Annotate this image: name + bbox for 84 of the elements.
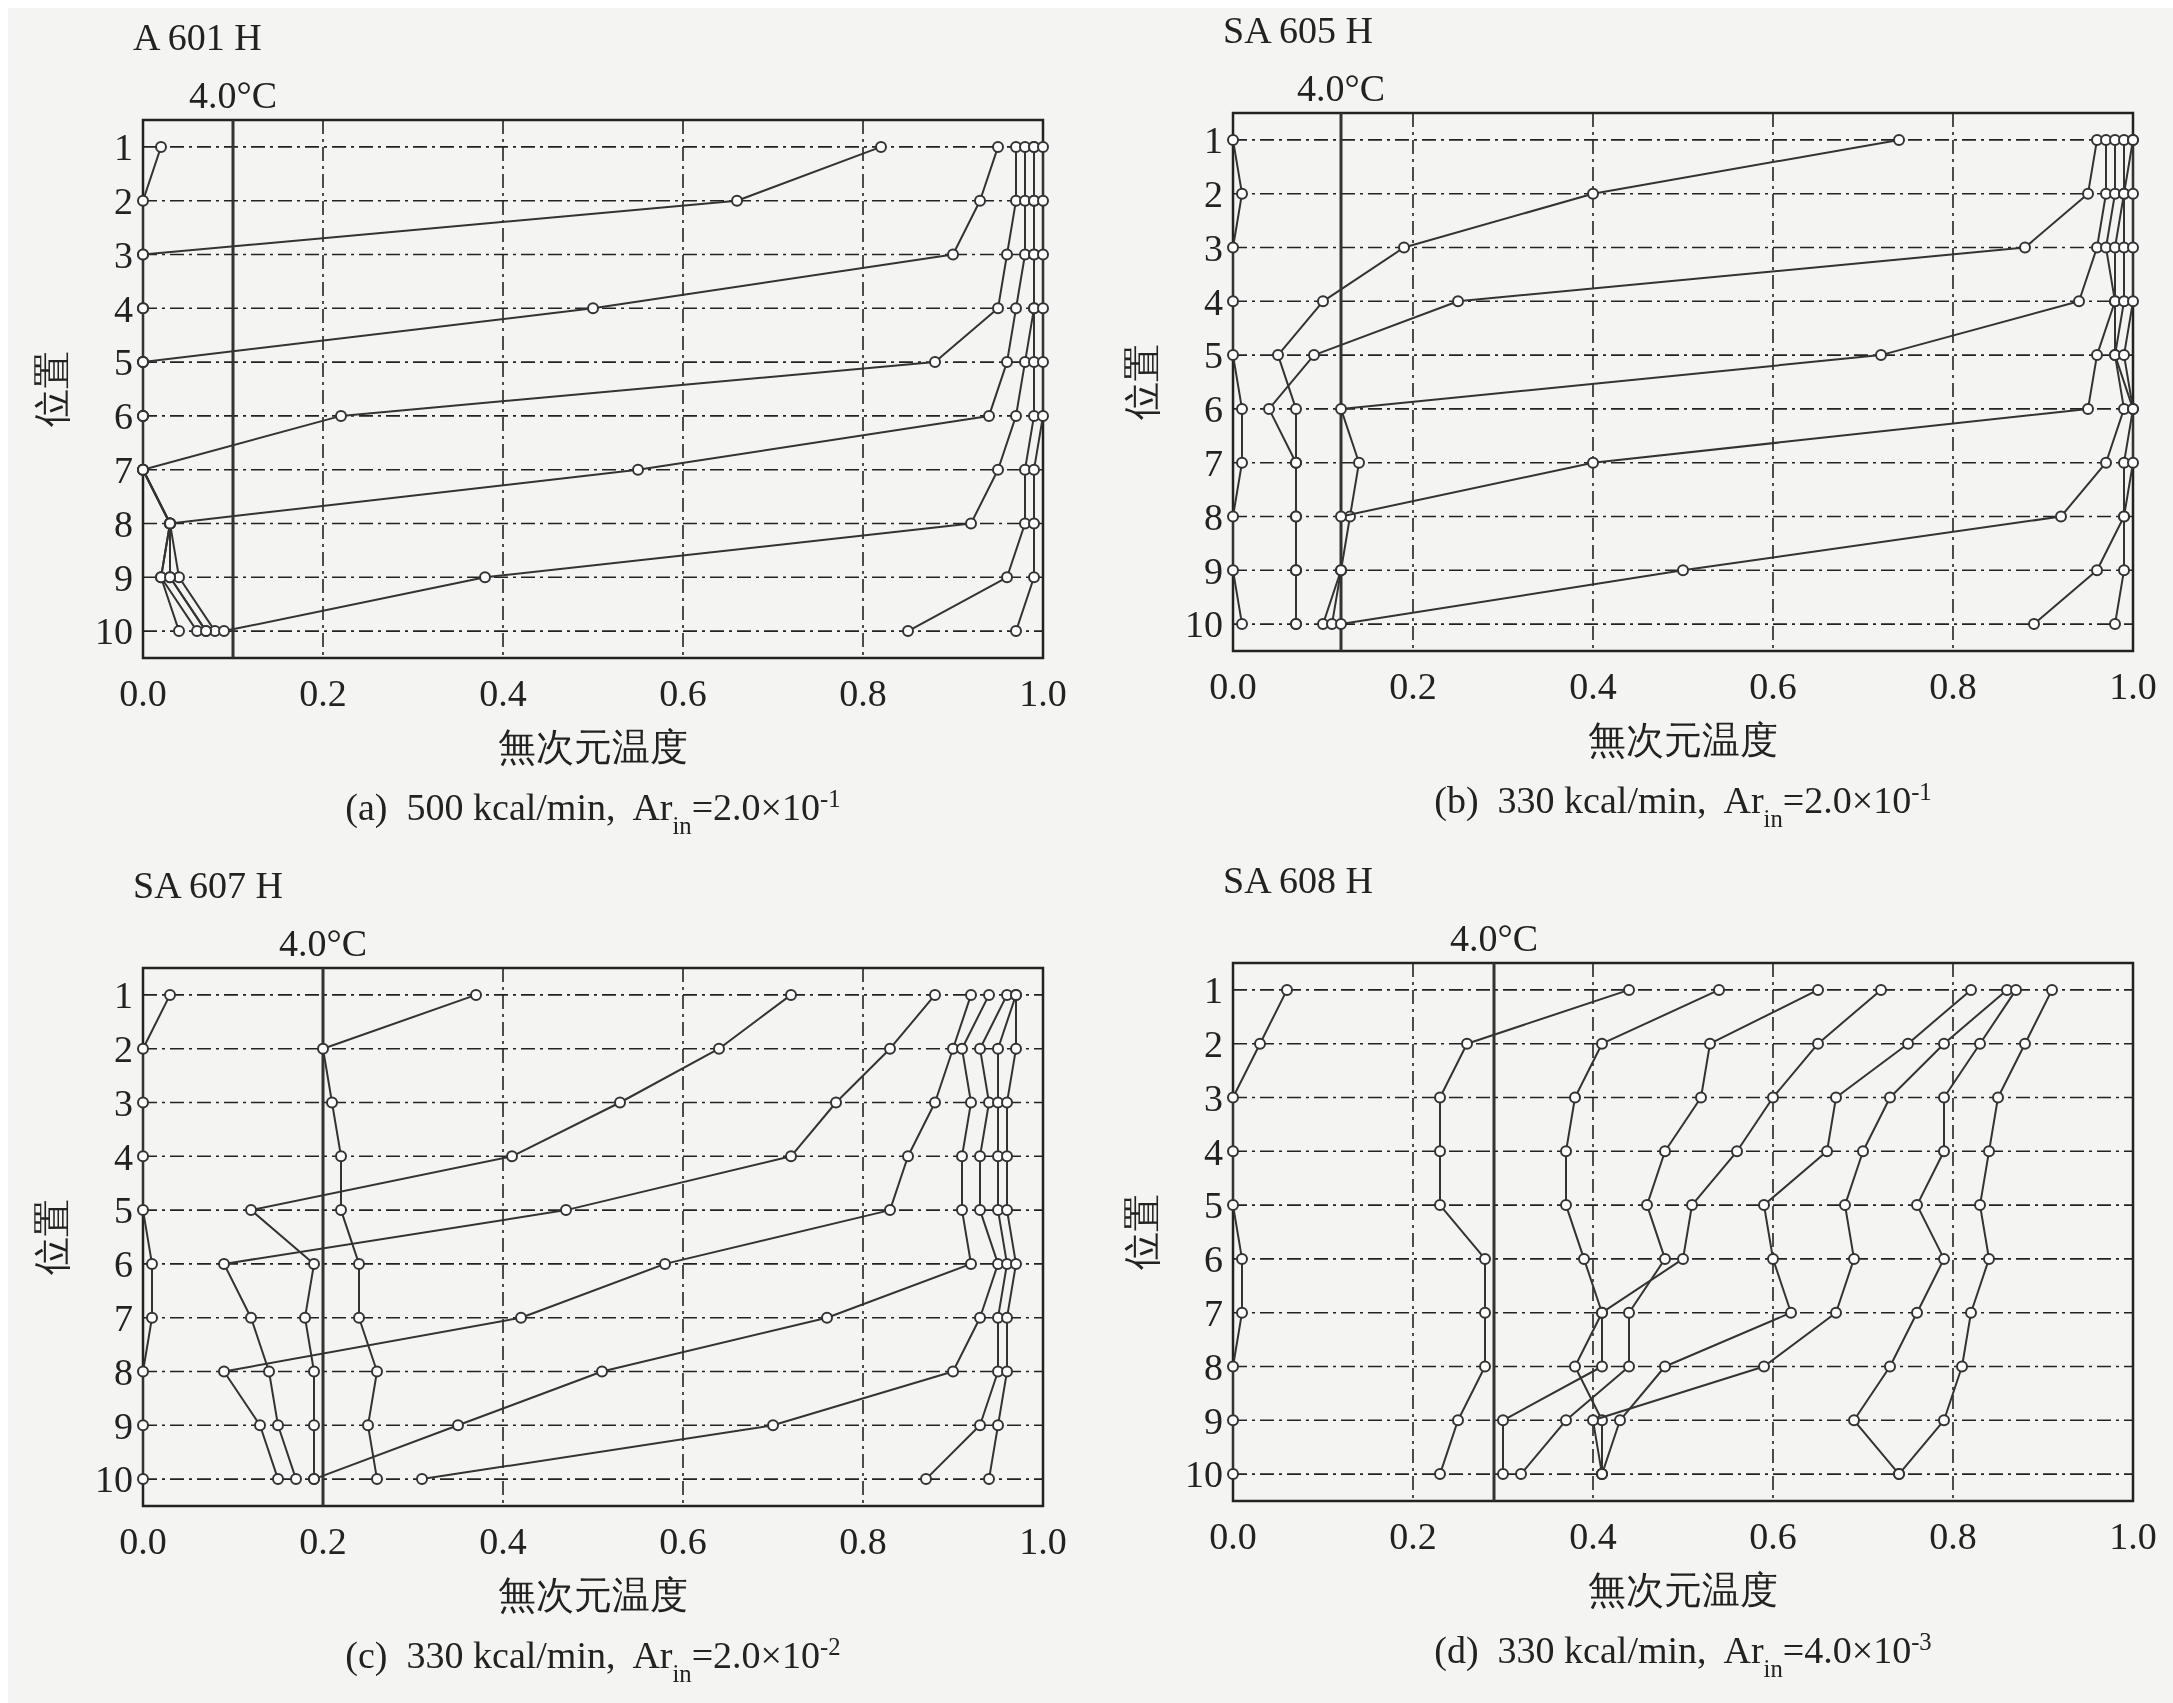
text: (b) 330 kcal/min, Ar$_{in}$=2.0×10$^{-1}$: [1434, 777, 1932, 832]
y-axis-title: 位置: [1121, 344, 1163, 420]
text: (a) 500 kcal/min, Ar$_{in}$=2.0×10$^{-1}$: [345, 784, 841, 839]
x-tick-label: 0.4: [1569, 1515, 1617, 1557]
y-tick-label: 7: [1204, 442, 1223, 484]
y-tick-label: 10: [95, 1458, 133, 1501]
x-tick-label: 0.6: [659, 1520, 707, 1562]
y-axis-title: 位置: [31, 1199, 73, 1275]
y-tick-label: 2: [114, 1028, 133, 1070]
y-tick-label: 8: [114, 502, 133, 545]
x-axis-title: 無次元温度: [1588, 719, 1778, 761]
y-tick-label: 5: [1204, 1184, 1223, 1227]
ref-line-label: 4.0°C: [1296, 67, 1386, 109]
y-tick-label: 4: [1204, 1130, 1223, 1173]
x-tick-label: 0.4: [479, 672, 527, 714]
x-tick-label: 1.0: [2109, 665, 2157, 707]
y-tick-label: 9: [1204, 549, 1223, 592]
x-tick-label: 0.2: [299, 1520, 347, 1562]
y-tick-label: 3: [114, 1081, 133, 1124]
x-tick-label: 0.0: [119, 1520, 167, 1562]
y-tick-label: 6: [114, 1243, 133, 1286]
text: (c) 330 kcal/min, Ar$_{in}$=2.0×10$^{-2}$: [345, 1632, 841, 1687]
y-tick-label: 5: [1204, 334, 1223, 377]
x-tick-label: 0.4: [479, 1520, 527, 1562]
ref-line-label: 4.0°C: [188, 74, 278, 116]
y-tick-label: 8: [1204, 495, 1223, 538]
y-tick-label: 10: [1185, 603, 1223, 646]
x-axis-title: 無次元温度: [498, 726, 688, 768]
x-tick-label: 0.0: [1209, 1515, 1257, 1557]
y-tick-label: 5: [114, 341, 133, 384]
y-axis-title: 位置: [1121, 1194, 1163, 1270]
y-tick-label: 2: [114, 180, 133, 222]
y-tick-label: 6: [1204, 388, 1223, 431]
x-tick-label: 1.0: [1019, 672, 1067, 714]
x-tick-label: 0.6: [659, 672, 707, 714]
y-tick-label: 9: [1204, 1399, 1223, 1442]
y-tick-label: 4: [114, 287, 133, 330]
y-tick-label: 8: [1204, 1345, 1223, 1388]
y-tick-label: 7: [114, 1297, 133, 1339]
y-axis-title: 位置: [31, 351, 73, 427]
ref-line-label: 4.0°C: [1449, 917, 1539, 959]
x-tick-label: 0.0: [119, 672, 167, 714]
y-tick-label: 7: [114, 449, 133, 491]
x-tick-label: 0.4: [1569, 665, 1617, 707]
y-tick-label: 6: [1204, 1238, 1223, 1281]
y-tick-label: 6: [114, 395, 133, 438]
x-tick-label: 0.2: [1389, 665, 1437, 707]
x-tick-label: 0.0: [1209, 665, 1257, 707]
y-tick-label: 9: [114, 556, 133, 599]
y-tick-label: 9: [114, 1404, 133, 1447]
ref-line-label: 4.0°C: [278, 922, 368, 964]
x-tick-label: 0.2: [299, 672, 347, 714]
x-axis-title: 無次元温度: [1588, 1569, 1778, 1611]
y-tick-label: 10: [95, 610, 133, 653]
y-tick-label: 4: [114, 1135, 133, 1178]
x-tick-label: 0.8: [839, 1520, 887, 1562]
x-tick-label: 0.8: [1929, 665, 1977, 707]
x-tick-label: 0.6: [1749, 1515, 1797, 1557]
y-tick-label: 10: [1185, 1453, 1223, 1496]
y-tick-label: 1: [114, 126, 133, 169]
text: (d) 330 kcal/min, Ar$_{in}$=4.0×10$^{-3}$: [1434, 1627, 1932, 1682]
y-tick-label: 3: [1204, 1076, 1223, 1119]
y-tick-label: 2: [1204, 173, 1223, 215]
y-tick-label: 5: [114, 1189, 133, 1232]
chart-title: SA 605 H: [1223, 9, 1373, 51]
y-tick-label: 3: [114, 233, 133, 276]
y-tick-label: 1: [114, 974, 133, 1017]
x-tick-label: 1.0: [2109, 1515, 2157, 1557]
chart-title: SA 607 H: [133, 864, 283, 906]
y-tick-label: 2: [1204, 1023, 1223, 1065]
chart-title: A 601 H: [133, 16, 262, 58]
y-tick-label: 8: [114, 1350, 133, 1393]
x-tick-label: 0.6: [1749, 665, 1797, 707]
x-axis-title: 無次元温度: [498, 1574, 688, 1616]
x-tick-label: 0.2: [1389, 1515, 1437, 1557]
x-tick-label: 0.8: [839, 672, 887, 714]
y-tick-label: 3: [1204, 226, 1223, 269]
y-tick-label: 1: [1204, 969, 1223, 1012]
y-tick-label: 4: [1204, 280, 1223, 323]
x-tick-label: 0.8: [1929, 1515, 1977, 1557]
chart-title: SA 608 H: [1223, 859, 1373, 901]
x-tick-label: 1.0: [1019, 1520, 1067, 1562]
y-tick-label: 7: [1204, 1292, 1223, 1334]
y-tick-label: 1: [1204, 119, 1223, 162]
